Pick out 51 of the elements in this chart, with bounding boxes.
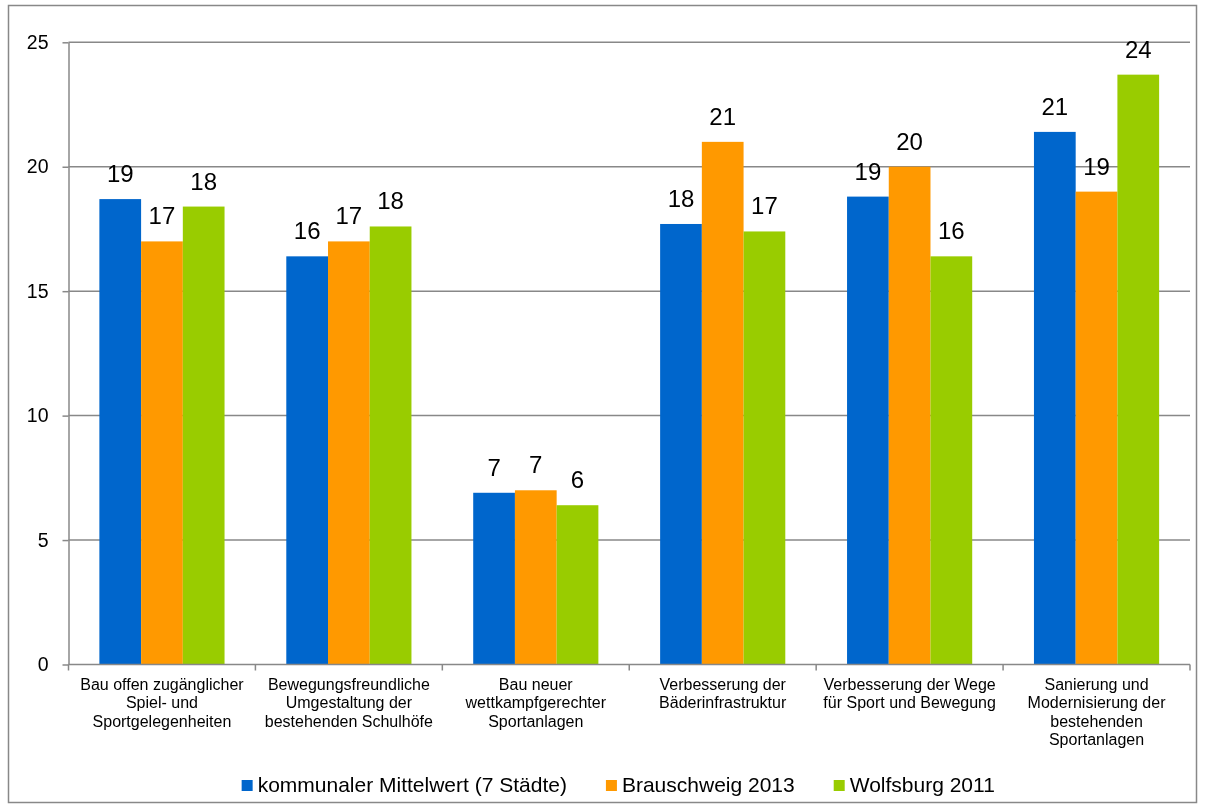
data-label: 19 xyxy=(854,157,882,185)
bar xyxy=(1117,74,1160,665)
data-label: 16 xyxy=(938,217,965,245)
x-tick-label: Bau neuer wettkampfgerechter Sportanlagen xyxy=(464,676,607,730)
y-tick-label: 0 xyxy=(37,653,49,676)
y-tick-label: 10 xyxy=(26,404,49,427)
x-tick-label: Bewegungsfreundliche Umgestaltung der bestehenden Schulhöfe xyxy=(264,676,434,730)
data-label: 21 xyxy=(709,102,737,130)
x-tick-label: Sanierung und Modernisierung der bestehenden Sportanlagen xyxy=(1027,676,1167,749)
x-tick-label: Verbesserung der Wege für Sport und Bewegung xyxy=(823,676,996,712)
legend-label: kommunaler Mittelwert (7 Städte) xyxy=(257,773,567,796)
x-tick-label: Verbesserung der Bäderinfrastruktur xyxy=(659,676,787,712)
data-label: 18 xyxy=(377,187,404,215)
data-label: 24 xyxy=(1124,35,1152,63)
bar xyxy=(660,223,702,665)
data-label: 19 xyxy=(1083,152,1110,180)
data-label: 21 xyxy=(1041,92,1069,120)
bar xyxy=(930,256,973,665)
bar xyxy=(743,231,786,665)
data-label: 7 xyxy=(529,451,543,479)
y-tick-label: 15 xyxy=(26,279,49,302)
bar xyxy=(701,141,744,665)
data-label: 7 xyxy=(487,453,501,481)
bar xyxy=(1075,191,1118,665)
data-label: 6 xyxy=(570,466,585,494)
bar xyxy=(328,241,370,665)
bar xyxy=(369,226,412,665)
y-tick-label: 25 xyxy=(26,31,49,54)
data-label: 18 xyxy=(190,167,218,195)
bar xyxy=(514,490,557,665)
bar xyxy=(182,206,225,665)
legend-label: Wolfsburg 2011 xyxy=(849,773,995,796)
bar xyxy=(473,492,515,665)
data-label: 19 xyxy=(106,160,134,188)
data-label: 17 xyxy=(148,202,176,230)
y-tick-label: 5 xyxy=(37,528,49,551)
y-tick-label: 20 xyxy=(26,155,49,178)
legend-label: Brauschweig 2013 xyxy=(621,773,795,796)
bar xyxy=(99,199,142,665)
bar xyxy=(286,256,329,665)
data-label: 16 xyxy=(293,217,321,245)
data-label: 20 xyxy=(896,127,923,155)
data-label: 17 xyxy=(335,202,363,230)
bar xyxy=(847,196,889,665)
bar xyxy=(556,505,599,665)
bar xyxy=(1033,131,1076,665)
data-label: 18 xyxy=(667,184,695,212)
data-label: 17 xyxy=(751,192,778,220)
bar xyxy=(141,241,183,665)
bar xyxy=(888,166,931,665)
x-tick-label: Bau offen zugänglicher Spiel- und Sportgelegenheiten xyxy=(80,676,245,730)
